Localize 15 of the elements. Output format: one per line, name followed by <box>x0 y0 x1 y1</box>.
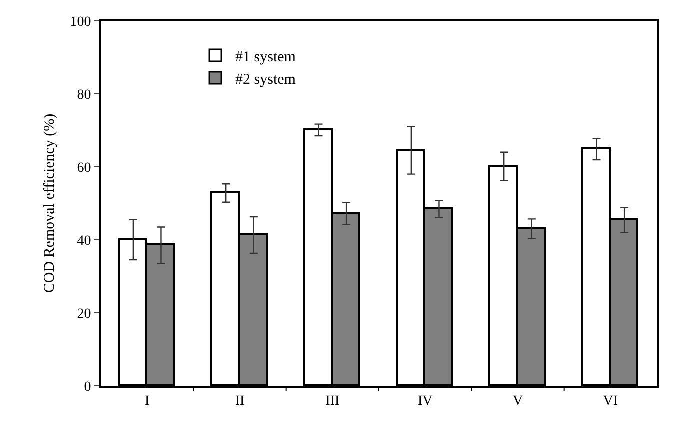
y-tick-label: 20 <box>77 306 92 322</box>
x-tick-label: IV <box>418 394 433 409</box>
y-axis-title: COD Removal efficiency (%) <box>42 114 58 294</box>
x-tick-label: I <box>144 394 150 409</box>
legend-label: #1 system <box>236 49 296 66</box>
y-tick-label: 80 <box>77 88 92 103</box>
x-tick-label: VI <box>603 394 618 409</box>
x-tick-label: II <box>235 394 245 409</box>
x-tick-label: V <box>512 394 524 409</box>
legend-label: #2 system <box>236 72 296 88</box>
x-tick-label: III <box>326 394 340 409</box>
y-tick-label: 100 <box>70 14 92 30</box>
y-tick-label: 40 <box>77 234 92 249</box>
y-tick-label: 0 <box>84 380 92 395</box>
y-tick-label: 60 <box>77 160 92 176</box>
